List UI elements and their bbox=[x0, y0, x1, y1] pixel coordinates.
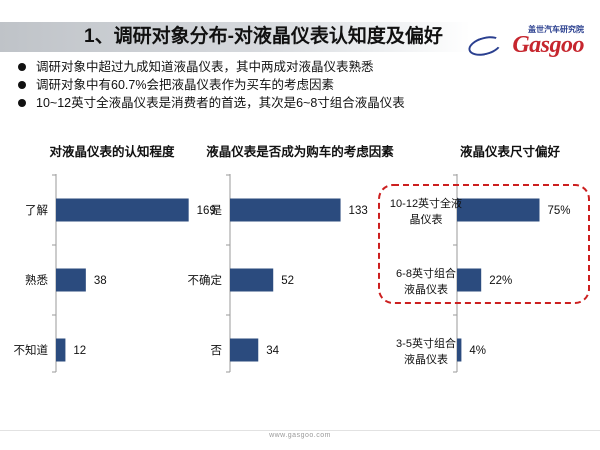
bullet-item: 调研对象中有60.7%会把液晶仪表作为买车的考虑因素 bbox=[14, 76, 405, 94]
highlight-box bbox=[378, 184, 590, 304]
bar bbox=[457, 268, 482, 292]
category-label: 否 bbox=[211, 345, 223, 357]
gasgoo-logo: 盖世汽车研究院 Gasgoo bbox=[466, 24, 584, 60]
bar bbox=[230, 198, 341, 222]
bullet-dot-icon bbox=[18, 63, 26, 71]
footer-url: www.gasgoo.com bbox=[269, 432, 331, 439]
bar bbox=[56, 268, 86, 292]
data-label: 52 bbox=[281, 275, 294, 287]
category-label: 10-12英寸全液晶仪表 bbox=[390, 196, 462, 226]
data-label: 169 bbox=[197, 205, 216, 217]
bar bbox=[230, 338, 259, 362]
data-label: 12 bbox=[73, 345, 86, 357]
bar bbox=[230, 268, 274, 292]
data-label: 38 bbox=[94, 275, 107, 287]
category-label: 熟悉 bbox=[25, 273, 48, 287]
chart-title: 液晶仪表是否成为购车的考虑因素 bbox=[206, 144, 394, 159]
footer-divider bbox=[0, 430, 600, 431]
data-label: 22% bbox=[489, 275, 512, 287]
data-label: 34 bbox=[266, 345, 279, 357]
category-label: 不确定 bbox=[188, 273, 223, 287]
category-label: 6-8英寸组合液晶仪表 bbox=[396, 266, 456, 296]
bullet-item: 10~12英寸全液晶仪表是消费者的首选，其次是6~8寸组合液晶仪表 bbox=[14, 94, 405, 112]
data-label: 75% bbox=[548, 205, 571, 217]
page-title: 1、调研对象分布-对液晶仪表认知度及偏好 bbox=[84, 26, 443, 47]
bullet-item: 调研对象中超过九成知道液晶仪表，其中两成对液晶仪表熟悉 bbox=[14, 58, 405, 76]
logo-english-text: Gasgoo bbox=[512, 32, 584, 58]
chart-title: 对液晶仪表的认知程度 bbox=[49, 144, 175, 159]
bar bbox=[56, 338, 66, 362]
bullet-dot-icon bbox=[18, 81, 26, 89]
data-label: 133 bbox=[349, 205, 368, 217]
bar bbox=[457, 198, 540, 222]
bullet-dot-icon bbox=[18, 99, 26, 107]
data-label: 4% bbox=[469, 345, 486, 357]
bar bbox=[56, 198, 189, 222]
category-label: 不知道 bbox=[14, 343, 49, 357]
category-label: 是 bbox=[211, 204, 223, 217]
title-bar bbox=[0, 22, 470, 52]
category-label: 3-5英寸组合液晶仪表 bbox=[396, 336, 456, 366]
category-label: 了解 bbox=[25, 203, 48, 217]
bar bbox=[457, 338, 462, 362]
summary-bullets: 调研对象中超过九成知道液晶仪表，其中两成对液晶仪表熟悉 调研对象中有60.7%会… bbox=[14, 58, 405, 112]
slide-header: 1、调研对象分布-对液晶仪表认知度及偏好 盖世汽车研究院 Gasgoo bbox=[0, 10, 600, 60]
logo-chinese-text: 盖世汽车研究院 bbox=[528, 25, 584, 34]
chart-title: 液晶仪表尺寸偏好 bbox=[460, 144, 561, 159]
